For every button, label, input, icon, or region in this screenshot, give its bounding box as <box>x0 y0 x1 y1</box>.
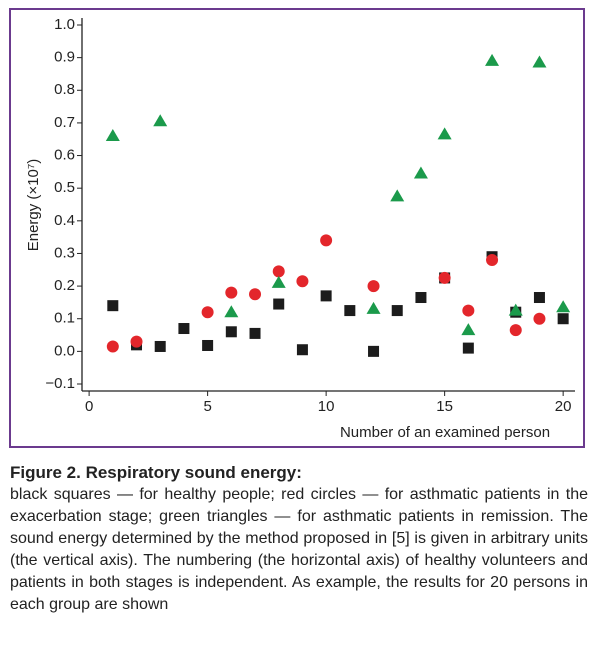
square-point <box>249 327 261 339</box>
x-axis-label: Number of an examined person <box>340 424 550 441</box>
triangle-point <box>413 166 428 179</box>
caption: Figure 2. Respiratory sound energy: blac… <box>10 462 588 616</box>
square-point <box>178 323 190 335</box>
x-tick-label: 15 <box>436 398 453 415</box>
caption-text: black squares — for healthy people; red … <box>10 486 588 613</box>
triangle-point <box>556 300 571 313</box>
triangle-point <box>153 114 168 127</box>
square-point <box>154 340 166 352</box>
triangle-point <box>224 305 239 318</box>
square-point <box>391 305 403 317</box>
x-tick-label: 10 <box>318 398 335 415</box>
triangle-point <box>532 55 547 68</box>
circle-point <box>225 286 238 299</box>
circle-point <box>462 304 475 317</box>
y-tick-label: −0.1 <box>45 375 75 392</box>
triangle-point <box>271 275 286 288</box>
y-tick-label: 0.8 <box>54 81 75 98</box>
square-point <box>107 300 119 312</box>
y-tick-label: 0.1 <box>54 310 75 327</box>
circle-point <box>509 324 522 337</box>
chart: Number of an examined person Energy (×10… <box>25 16 575 441</box>
circle-point <box>320 234 333 247</box>
y-tick-label: 0.0 <box>54 342 75 359</box>
y-tick-label: 0.9 <box>54 49 75 66</box>
y-tick-label: 0.7 <box>54 114 75 131</box>
square-point <box>533 292 545 304</box>
circle-point <box>201 306 214 319</box>
y-tick-label: 0.3 <box>54 244 75 261</box>
circle-point <box>533 312 546 325</box>
caption-title: Figure 2. Respiratory sound energy: <box>10 463 302 482</box>
circle-point <box>486 253 499 266</box>
square-point <box>368 345 380 357</box>
square-point <box>320 290 332 302</box>
x-tick-label: 20 <box>555 398 572 415</box>
circle-point <box>438 271 451 284</box>
square-point <box>415 292 427 304</box>
circle-point <box>130 335 143 348</box>
x-tick-label: 5 <box>203 398 211 415</box>
square-point <box>344 305 356 317</box>
y-tick-label: 0.6 <box>54 147 75 164</box>
triangle-point <box>508 303 523 316</box>
chart-frame <box>9 8 585 448</box>
square-point <box>202 339 214 351</box>
triangle-point <box>390 189 405 202</box>
y-tick-label: 0.2 <box>54 277 75 294</box>
y-tick-label: 1.0 <box>54 16 75 33</box>
square-point <box>225 326 237 338</box>
triangle-point <box>485 53 500 66</box>
y-axis-label: Energy (×10⁷) <box>25 159 42 252</box>
square-point <box>273 298 285 310</box>
square-point <box>557 313 569 325</box>
circle-point <box>249 288 262 301</box>
triangle-point <box>366 301 381 314</box>
triangle-point <box>105 128 120 141</box>
circle-point <box>106 340 119 353</box>
square-point <box>296 344 308 356</box>
y-tick-label: 0.5 <box>54 179 75 196</box>
triangle-point <box>461 323 476 336</box>
circle-point <box>296 275 309 288</box>
square-point <box>462 342 474 354</box>
triangle-point <box>437 127 452 140</box>
circle-point <box>272 265 285 278</box>
x-tick-label: 0 <box>85 398 93 415</box>
y-tick-label: 0.4 <box>54 212 75 229</box>
circle-point <box>367 280 380 293</box>
